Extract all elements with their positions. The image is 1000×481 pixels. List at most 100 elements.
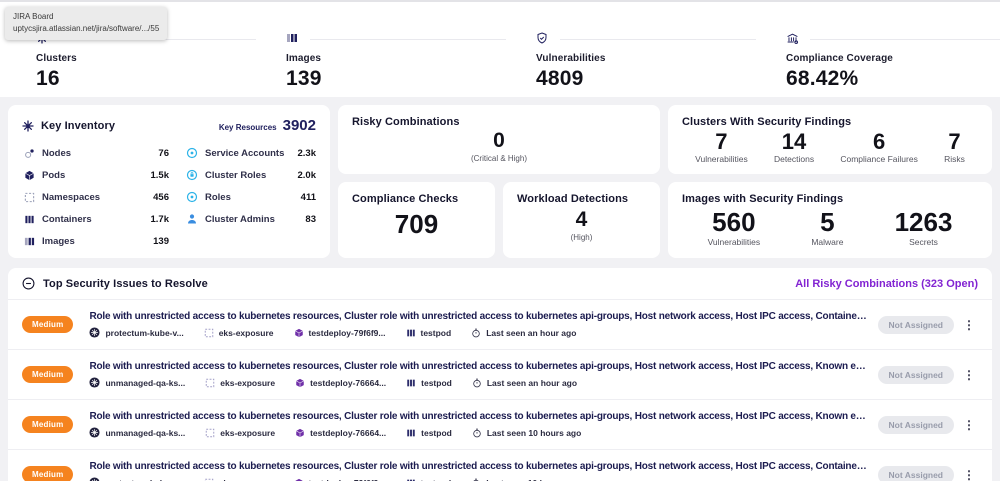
inventory-value: 76 xyxy=(158,147,169,159)
assignee-pill[interactable]: Not Assigned xyxy=(877,465,954,481)
images-icon xyxy=(22,236,36,247)
inventory-item-roles[interactable]: Roles 411 xyxy=(185,186,316,208)
last-seen-label: Last seen 10 hours ago xyxy=(486,427,582,438)
stat-card-images[interactable]: Images 139 xyxy=(286,32,516,91)
cluster-tag[interactable]: unmanaged-qa-ks... xyxy=(89,427,185,438)
panel-title: Top Security Issues to Resolve xyxy=(43,277,208,290)
cluster-tag[interactable]: unmanaged-qa-ks... xyxy=(89,377,185,388)
inventory-item-nodes[interactable]: Nodes 76 xyxy=(22,142,169,164)
risky-combinations-panel[interactable]: Risky Combinations 0 (Critical & High) xyxy=(338,105,660,174)
clock-icon xyxy=(471,328,481,338)
role-icon xyxy=(185,191,199,203)
panel-title: Key Inventory xyxy=(41,119,116,132)
image-secrets-stat[interactable]: 1263 Secrets xyxy=(895,208,953,248)
inventory-value: 411 xyxy=(300,191,316,203)
assignee-pill[interactable]: Not Assigned xyxy=(877,365,954,384)
inventory-item-images[interactable]: Images 139 xyxy=(22,230,169,252)
cluster-tag-label: protectum-kube-v... xyxy=(105,478,183,481)
deployment-tag[interactable]: testdeploy-79f6f9... xyxy=(294,478,386,481)
pod-tag[interactable]: testpod xyxy=(406,478,452,481)
assignee-pill[interactable]: Not Assigned xyxy=(877,315,954,334)
stat-card-clusters[interactable]: Clusters 16 xyxy=(36,32,266,91)
cluster-tag[interactable]: protectum-kube-v... xyxy=(89,327,184,338)
deployment-tag[interactable]: testdeploy-79f6f9... xyxy=(294,328,386,338)
deployment-tag[interactable]: testdeploy-76664... xyxy=(295,378,386,388)
issue-row[interactable]: Medium Role with unrestricted access to … xyxy=(8,299,992,349)
stat-value: 7 xyxy=(715,129,728,154)
stat-card-vulnerabilities[interactable]: Vulnerabilities 4809 xyxy=(536,32,766,91)
deployment-tag[interactable]: testdeploy-76664... xyxy=(295,428,386,438)
cluster-risks-stat[interactable]: 7 Risks xyxy=(944,130,965,164)
kebab-menu-icon[interactable]: ⋮ xyxy=(963,417,975,432)
image-malware-stat[interactable]: 5 Malware xyxy=(811,208,843,247)
issues-header: Top Security Issues to Resolve All Risky… xyxy=(8,268,992,299)
inventory-item-namespaces[interactable]: Namespaces 456 xyxy=(22,186,169,208)
key-inventory-right-column: Service Accounts 2.3k Cluster Roles 2.0k… xyxy=(169,142,316,252)
namespace-icon xyxy=(204,478,214,481)
stat-label: Compliance Failures xyxy=(840,154,918,165)
images-findings-panel: Images with Security Findings 560 Vulner… xyxy=(668,182,992,258)
issue-title[interactable]: Role with unrestricted access to kuberne… xyxy=(89,311,867,322)
namespace-tag[interactable]: eks-exposure xyxy=(205,378,275,388)
top-security-issues-panel: Top Security Issues to Resolve All Risky… xyxy=(8,268,992,481)
stat-label: Secrets xyxy=(909,237,938,248)
cluster-detections-stat[interactable]: 14 Detections xyxy=(774,130,814,164)
inventory-item-cluster-roles[interactable]: Cluster Roles 2.0k xyxy=(185,164,316,186)
deployment-pod-icon xyxy=(295,378,305,388)
cluster-tag[interactable]: protectum-kube-v... xyxy=(89,477,184,481)
pod-tag[interactable]: testpod xyxy=(406,378,452,388)
issue-main: Role with unrestricted access to kuberne… xyxy=(89,311,868,338)
all-risky-combinations-link[interactable]: All Risky Combinations (323 Open) xyxy=(795,277,978,290)
shield-check-icon xyxy=(536,32,766,44)
issue-row[interactable]: Medium Role with unrestricted access to … xyxy=(8,449,992,481)
issue-title[interactable]: Role with unrestricted access to kuberne… xyxy=(89,411,868,422)
inventory-item-pods[interactable]: Pods 1.5k xyxy=(22,164,169,186)
containers-icon xyxy=(406,478,416,481)
kebab-menu-icon[interactable]: ⋮ xyxy=(963,317,975,332)
issue-main: Role with unrestricted access to kuberne… xyxy=(89,361,868,388)
pod-icon xyxy=(22,170,36,181)
issue-row[interactable]: Medium Role with unrestricted access to … xyxy=(8,399,992,449)
assignee-pill[interactable]: Not Assigned xyxy=(877,415,954,434)
inventory-value: 139 xyxy=(153,235,169,247)
issue-title[interactable]: Role with unrestricted access to kuberne… xyxy=(89,361,868,372)
cluster-tag-label: unmanaged-qa-ks... xyxy=(105,377,186,388)
issue-row[interactable]: Medium Role with unrestricted access to … xyxy=(8,349,992,399)
inventory-label: Roles xyxy=(205,191,231,203)
last-seen: Last seen 10 hours ago xyxy=(471,478,581,481)
key-resources-value[interactable]: 3902 xyxy=(282,117,316,134)
pod-tag[interactable]: testpod xyxy=(406,328,451,338)
cluster-compliance-failures-stat[interactable]: 6 Compliance Failures xyxy=(840,130,917,164)
pod-tag[interactable]: testpod xyxy=(406,428,452,438)
namespace-tag[interactable]: eks-exposure xyxy=(205,428,275,438)
pod-tag-label: testpod xyxy=(421,427,452,438)
severity-badge: Medium xyxy=(22,466,74,481)
stat-label: Vulnerabilities xyxy=(695,154,748,165)
issue-title[interactable]: Role with unrestricted access to kuberne… xyxy=(89,461,867,472)
namespace-tag[interactable]: eks-exposure xyxy=(204,328,274,338)
panel-title: Compliance Checks xyxy=(352,193,459,205)
inventory-label: Nodes xyxy=(42,147,72,159)
workload-detections-panel[interactable]: Workload Detections 4 (High) xyxy=(503,182,660,258)
stat-value: 14 xyxy=(781,129,807,154)
inventory-item-containers[interactable]: Containers 1.7k xyxy=(22,208,169,230)
compliance-checks-panel[interactable]: Compliance Checks 709 xyxy=(338,182,495,258)
stat-value: 6 xyxy=(872,129,886,154)
deployment-tag-label: testdeploy-76664... xyxy=(310,427,387,438)
namespace-icon xyxy=(22,192,36,203)
panel-title: Risky Combinations xyxy=(352,116,460,128)
stat-card-compliance-coverage[interactable]: Compliance Coverage 68.42% xyxy=(786,32,1000,91)
kebab-menu-icon[interactable]: ⋮ xyxy=(963,467,975,481)
namespace-tag[interactable]: eks-exposure xyxy=(204,478,274,481)
inventory-item-cluster-admins[interactable]: Cluster Admins 83 xyxy=(185,208,316,230)
kebab-menu-icon[interactable]: ⋮ xyxy=(963,367,975,382)
panel-title: Images with Security Findings xyxy=(682,193,844,205)
image-vulnerabilities-stat[interactable]: 560 Vulnerabilities xyxy=(708,208,761,247)
cluster-vulnerabilities-stat[interactable]: 7 Vulnerabilities xyxy=(695,130,748,164)
collapse-minus-icon[interactable] xyxy=(22,277,35,290)
inventory-item-service-accounts[interactable]: Service Accounts 2.3k xyxy=(185,142,316,164)
service-account-icon xyxy=(185,147,199,159)
divider xyxy=(810,39,1000,40)
pod-tag-label: testpod xyxy=(421,478,452,481)
